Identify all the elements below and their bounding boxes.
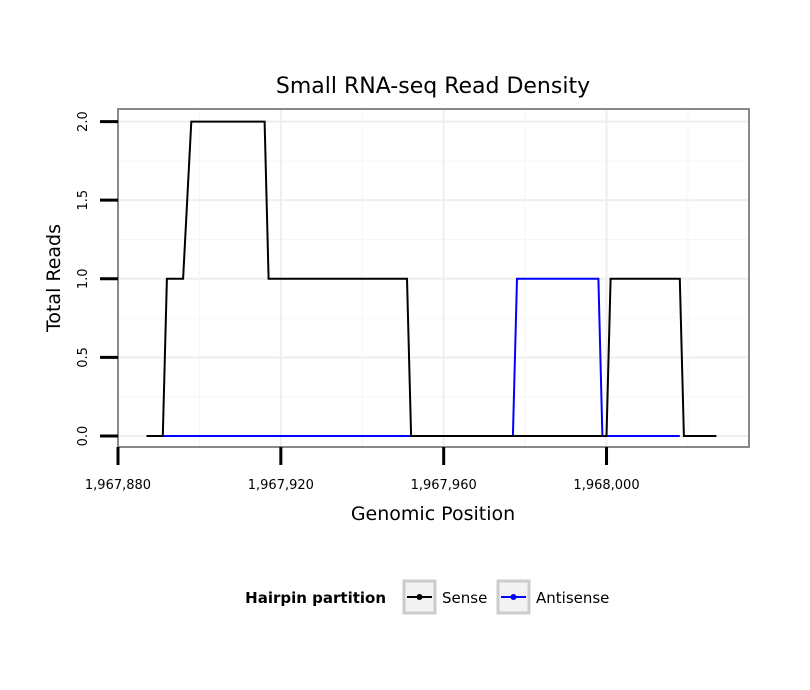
legend-key-point: [416, 594, 423, 600]
legend-key-point: [510, 594, 517, 600]
legend-label: Sense: [442, 589, 487, 607]
grid-lines: [117, 109, 749, 447]
legend-label: Antisense: [536, 589, 609, 607]
x-tick-label: 1,968,000: [573, 478, 639, 493]
legend-entry-sense: Sense: [402, 579, 487, 615]
y-tick-label: 2.0: [76, 111, 91, 132]
x-tick-label: 1,967,920: [248, 478, 314, 493]
y-axis-ticks: 0.0 0.5 1.0 1.5 2.0: [76, 111, 118, 446]
legend: Hairpin partition Sense Antisense: [245, 579, 609, 615]
series-line-sense: [146, 120, 717, 437]
y-tick-label: 1.0: [76, 268, 91, 289]
legend-title: Hairpin partition: [245, 589, 386, 607]
y-axis-label: Total Reads: [43, 224, 65, 333]
x-tick-label: 1,967,880: [85, 478, 151, 493]
chart-title: Small RNA-seq Read Density: [276, 74, 590, 99]
legend-entry-antisense: Antisense: [496, 579, 609, 615]
x-tick-label: 1,967,960: [411, 478, 477, 493]
y-tick-label: 0.5: [76, 347, 91, 368]
series-lines: [146, 120, 717, 437]
y-tick-label: 0.0: [76, 426, 91, 447]
y-tick-label: 1.5: [76, 190, 91, 211]
x-axis-label: Genomic Position: [351, 503, 515, 525]
x-axis-ticks: 1,967,880 1,967,920 1,967,960 1,968,000: [85, 447, 640, 493]
